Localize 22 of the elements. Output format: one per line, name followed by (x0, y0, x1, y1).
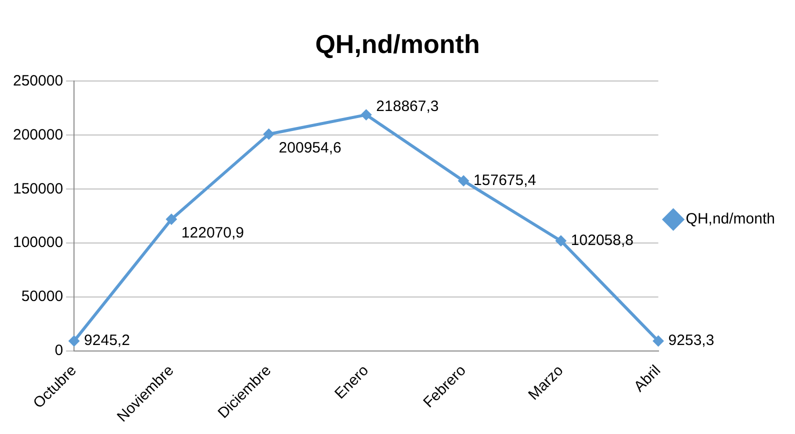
data-label: 200954,6 (278, 139, 342, 156)
y-tick-label: 50000 (21, 288, 64, 306)
point (166, 214, 177, 225)
point (360, 109, 372, 120)
chart-title: QH,nd/month (315, 28, 480, 59)
point (263, 128, 274, 140)
point (68, 336, 80, 347)
y-tick-label: 200000 (12, 126, 64, 144)
data-label: 218867,3 (376, 98, 439, 115)
data-label: 157675,4 (474, 172, 536, 189)
y-tick-label: 0 (54, 342, 64, 360)
point (458, 175, 470, 186)
y-tick-label: 150000 (12, 180, 64, 198)
data-label: 9253,3 (668, 332, 714, 350)
legend-label: QH,nd/month (686, 210, 776, 228)
data-label: 102058,8 (570, 232, 634, 249)
data-label: 9245,2 (84, 332, 130, 350)
y-tick-label: 250000 (12, 72, 64, 90)
y-tick-label: 100000 (12, 234, 64, 252)
point (555, 235, 566, 246)
data-label: 122070,9 (181, 224, 244, 242)
point (652, 336, 664, 347)
